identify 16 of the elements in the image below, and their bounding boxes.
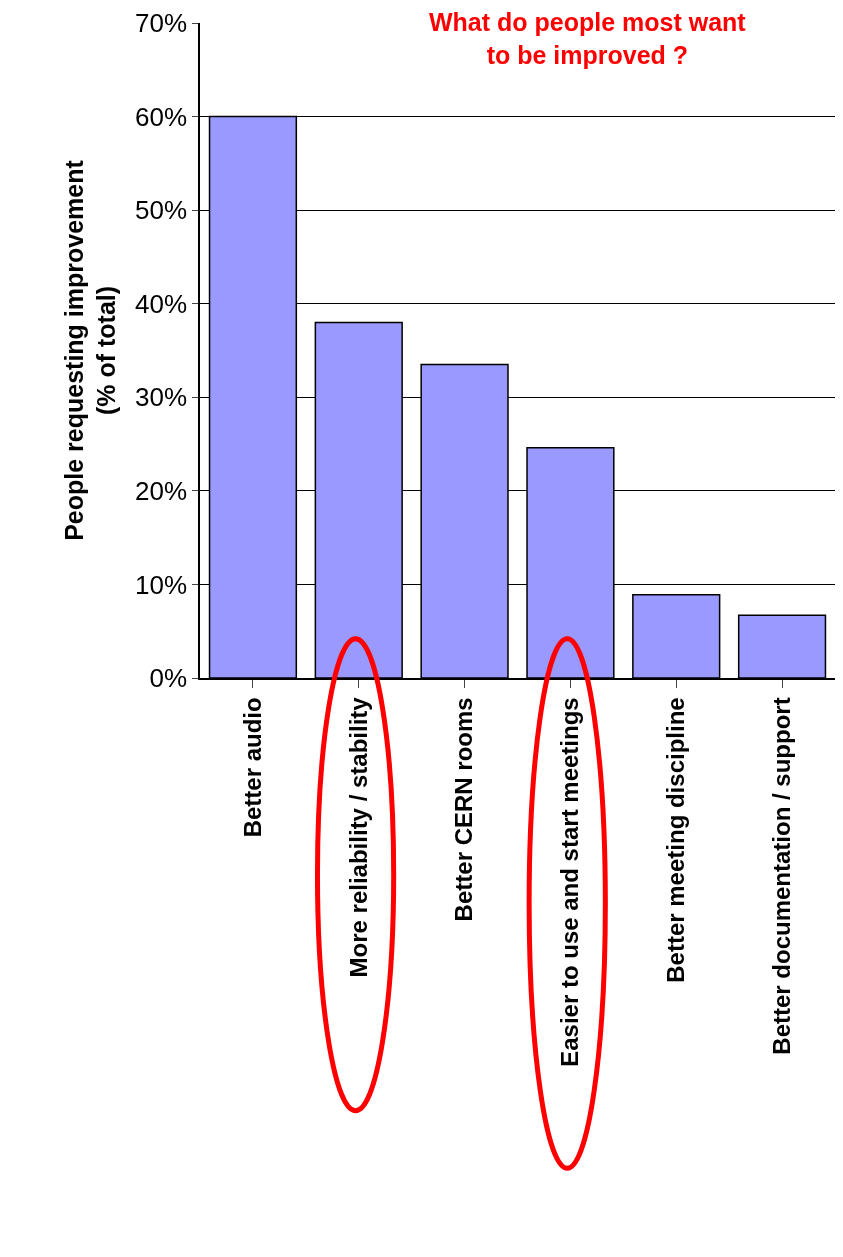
y-tick-label: 0% xyxy=(149,663,188,694)
x-tick-label: More reliability / stability xyxy=(344,696,372,978)
y-tick-label: 30% xyxy=(135,382,188,413)
y-tick-label: 50% xyxy=(135,195,188,226)
chart-title: What do people most want to be improved ? xyxy=(429,8,747,69)
y-tick-label: 40% xyxy=(135,288,188,319)
x-tick-label: Better CERN rooms xyxy=(450,697,478,922)
x-tick-label: Better audio xyxy=(238,697,266,838)
y-tick-label: 70% xyxy=(135,8,188,39)
x-tick-label: Better documentation / support xyxy=(767,697,795,1055)
y-axis-title: People requesting improvement (% of total) xyxy=(59,159,121,541)
x-tick-label: Better meeting discipline xyxy=(662,697,690,983)
x-tick-label: Easier to use and start meetings xyxy=(556,697,584,1067)
y-tick-label: 10% xyxy=(135,569,188,600)
y-tick-label: 60% xyxy=(135,101,188,132)
y-tick-label: 20% xyxy=(135,475,188,506)
